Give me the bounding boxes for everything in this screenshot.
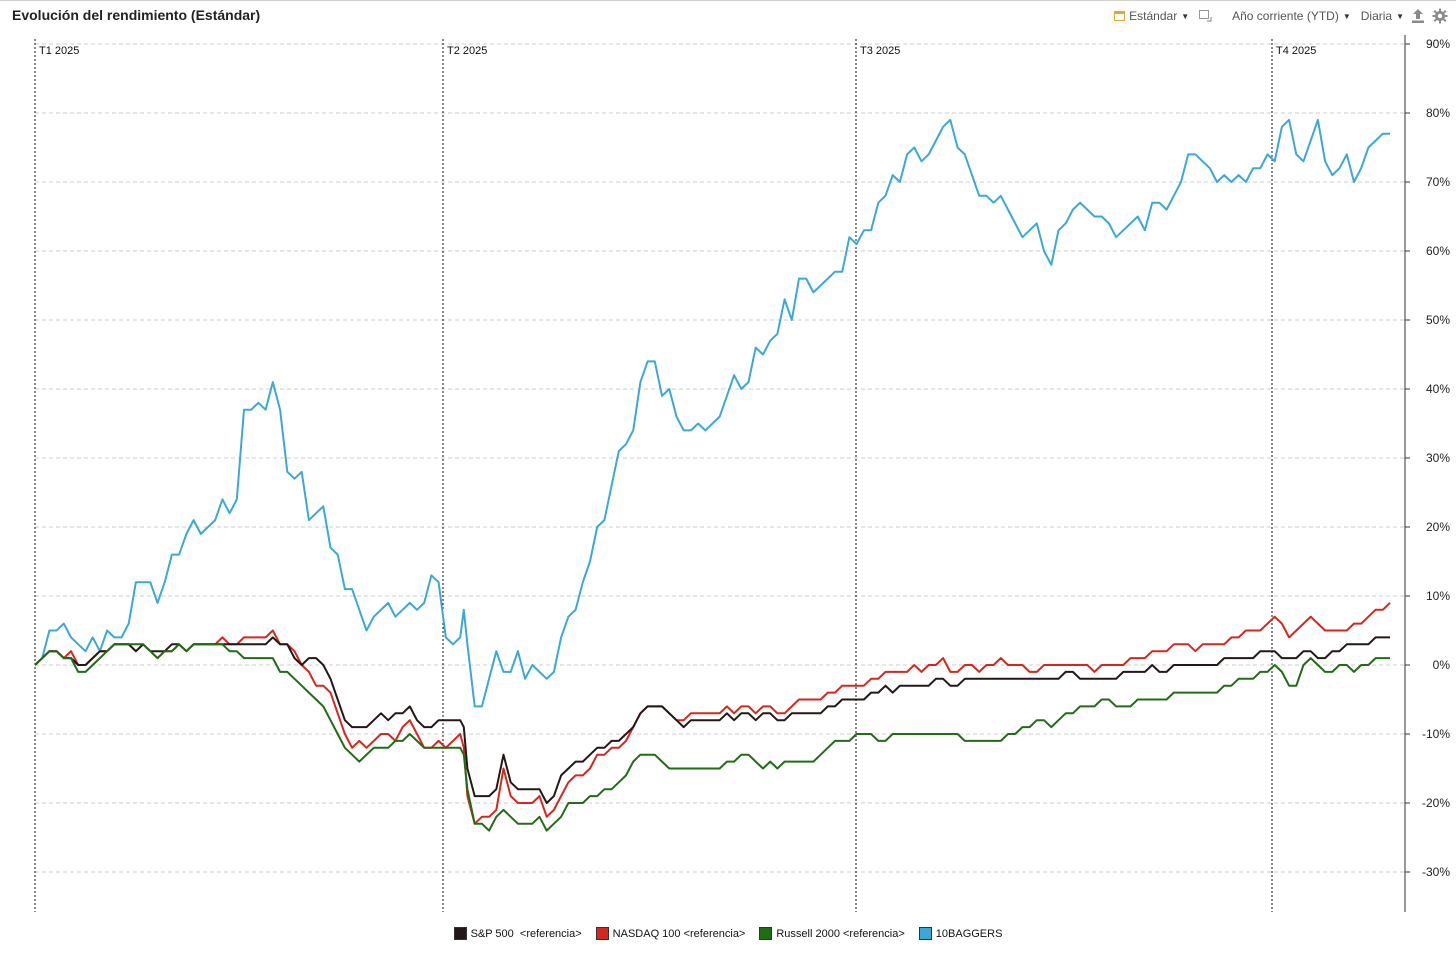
- chevron-down-icon: ▼: [1181, 11, 1190, 21]
- legend-swatch: [918, 927, 932, 940]
- series-line-10baggers: [34, 118, 1390, 708]
- quarter-label: T2 2025: [447, 45, 487, 57]
- period-selector[interactable]: Año corriente (YTD) ▼: [1232, 9, 1351, 23]
- interval-selector-label: Diaria: [1360, 9, 1393, 23]
- y-tick-label: 40%: [1426, 382, 1450, 396]
- legend-swatch: [453, 927, 467, 940]
- y-tick-label: 0%: [1433, 658, 1451, 672]
- compare-button[interactable]: [1195, 10, 1226, 22]
- legend-item[interactable]: 10BAGGERS: [918, 927, 1003, 940]
- period-selector-label: Año corriente (YTD): [1232, 9, 1339, 23]
- legend-label: 10BAGGERS: [935, 927, 1003, 940]
- y-tick-label: 70%: [1426, 175, 1450, 189]
- legend-swatch: [759, 927, 773, 940]
- y-tick-label: 80%: [1426, 106, 1450, 120]
- chart-toolbar: Estándar ▼ Año corriente (YTD) ▼ Diaria …: [1114, 8, 1448, 24]
- legend-label: Russell 2000 <referencia>: [776, 927, 905, 940]
- settings-button[interactable]: [1432, 8, 1448, 24]
- y-tick-label: -30%: [1422, 865, 1450, 879]
- quarter-label: T1 2025: [39, 45, 79, 57]
- chart-legend: S&P 500 <referencia> NASDAQ 100 <referenc…: [0, 927, 1456, 940]
- quarter-label: T3 2025: [860, 45, 900, 57]
- y-tick-label: -10%: [1422, 727, 1450, 741]
- quarter-label: T4 2025: [1276, 45, 1316, 57]
- legend-item[interactable]: S&P 500 <referencia>: [453, 927, 582, 940]
- series-line-nasdaq-100-referencia: [34, 602, 1391, 825]
- legend-item[interactable]: Russell 2000 <referencia>: [759, 927, 905, 940]
- legend-swatch: [595, 927, 609, 940]
- legend-label: S&P 500 <referencia>: [470, 927, 582, 940]
- chevron-down-icon: ▼: [1396, 11, 1404, 21]
- top-border: [0, 0, 1456, 1]
- y-tick-label: 10%: [1426, 589, 1450, 603]
- view-selector-label: Estándar: [1129, 9, 1178, 23]
- y-tick-label: 30%: [1426, 451, 1450, 465]
- legend-label: NASDAQ 100 <referencia>: [612, 927, 746, 940]
- chevron-down-icon: ▼: [1342, 11, 1351, 21]
- compare-icon: [1199, 10, 1212, 22]
- export-icon: [1412, 9, 1424, 23]
- y-tick-label: -20%: [1422, 796, 1450, 810]
- y-tick-label: 90%: [1426, 37, 1450, 51]
- interval-selector[interactable]: Diaria ▼: [1361, 9, 1404, 23]
- series-line-russell-2000-referencia: [34, 643, 1390, 832]
- y-tick-label: 50%: [1426, 313, 1450, 327]
- standard-view-icon: [1114, 11, 1126, 21]
- export-button[interactable]: [1410, 8, 1426, 24]
- view-selector[interactable]: Estándar ▼: [1114, 9, 1189, 23]
- series-line-s-p-500-referencia: [34, 636, 1390, 804]
- legend-item[interactable]: NASDAQ 100 <referencia>: [595, 927, 746, 940]
- gear-icon: [1432, 8, 1448, 24]
- y-tick-label: 60%: [1426, 244, 1450, 258]
- chart-title: Evolución del rendimiento (Estándar): [12, 7, 261, 23]
- y-tick-label: 20%: [1426, 520, 1450, 534]
